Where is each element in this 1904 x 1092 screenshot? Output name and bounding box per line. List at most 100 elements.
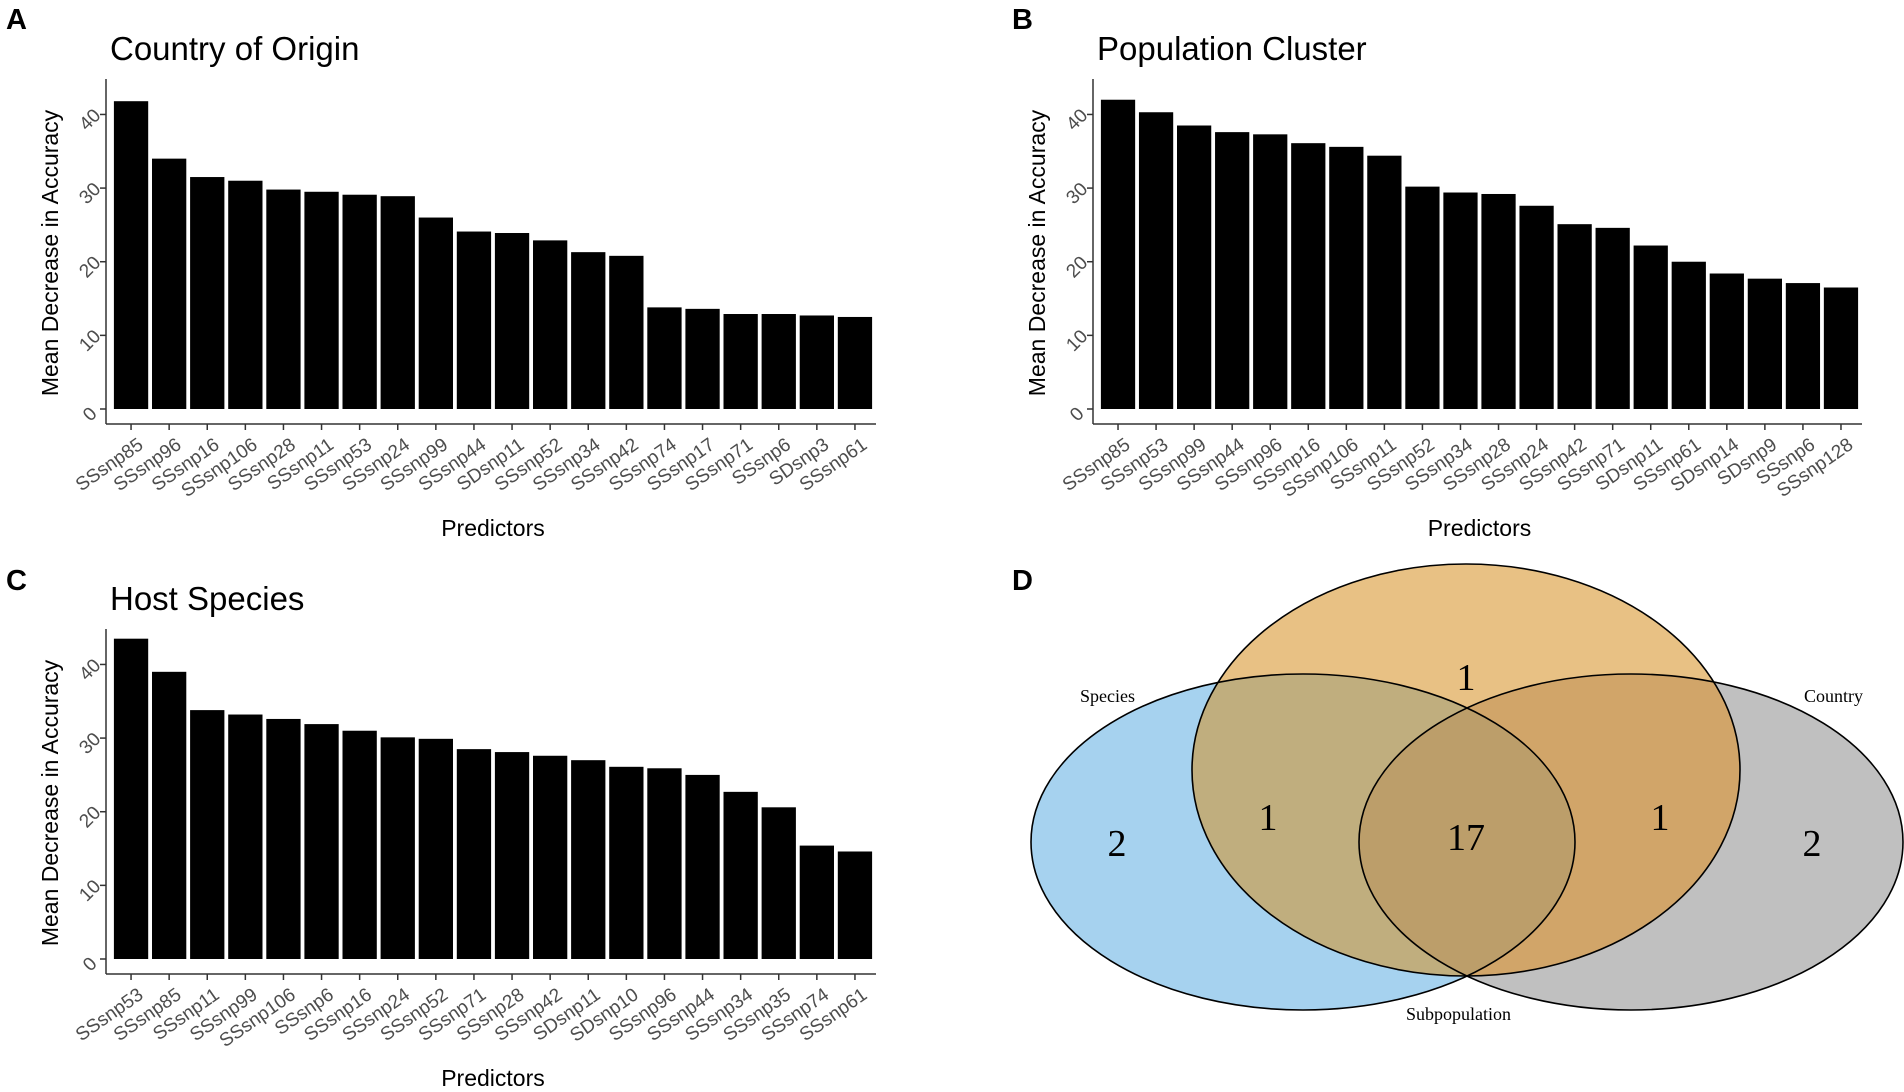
y-tick-label: 40 — [75, 105, 105, 135]
x-axis-title: Predictors — [441, 515, 545, 541]
bar — [1405, 186, 1440, 409]
panel-label-d: D — [1012, 565, 1033, 597]
bar — [761, 807, 796, 959]
bar — [1100, 99, 1136, 410]
bar — [647, 768, 682, 959]
chart-title: Host Species — [110, 580, 304, 617]
venn-label-species: Species — [1080, 686, 1135, 706]
panel-label-a: A — [6, 4, 27, 36]
bar — [761, 314, 796, 409]
bar — [799, 845, 834, 959]
bar — [1785, 283, 1821, 409]
y-tick-label: 40 — [75, 655, 105, 685]
bar — [837, 851, 873, 959]
bar — [1519, 205, 1554, 409]
y-axis-title: Mean Decrease in Accuracy — [1024, 109, 1050, 396]
bar — [456, 749, 492, 959]
bar — [456, 231, 492, 409]
bar — [1823, 287, 1859, 409]
bar — [533, 755, 568, 959]
y-axis-title: Mean Decrease in Accuracy — [37, 109, 63, 396]
bar — [1747, 278, 1782, 409]
bar — [1215, 132, 1250, 410]
bar — [723, 791, 758, 959]
bar — [1291, 143, 1326, 409]
x-axis-title: Predictors — [441, 1065, 545, 1091]
bar — [1481, 193, 1516, 409]
y-tick-label: 0 — [79, 403, 101, 425]
bar — [1253, 134, 1288, 409]
bar — [152, 158, 187, 409]
bar — [609, 766, 644, 959]
venn-count-species-subpopulation: 1 — [1259, 797, 1278, 839]
bar — [1367, 155, 1402, 409]
y-axis-title: Mean Decrease in Accuracy — [37, 659, 63, 946]
bar — [685, 308, 720, 409]
y-tick-label: 20 — [1062, 252, 1092, 282]
bar — [1177, 125, 1212, 409]
bar — [533, 240, 568, 409]
bar — [609, 255, 644, 409]
bar — [380, 196, 415, 409]
bar — [304, 191, 339, 409]
bar — [1633, 245, 1668, 409]
bar — [342, 730, 377, 959]
y-tick-label: 30 — [75, 729, 105, 759]
bar — [266, 189, 301, 409]
bar — [113, 638, 149, 959]
y-tick-label: 10 — [1062, 326, 1092, 356]
bar — [1557, 224, 1592, 409]
bar — [380, 737, 415, 959]
bar — [571, 252, 606, 409]
bar — [799, 315, 834, 409]
bar-chart-host-species: Host Species010203040SSsnp53SSsnp85SSsnp… — [37, 580, 876, 1091]
bar — [1595, 227, 1630, 409]
y-tick-label: 0 — [1066, 403, 1088, 425]
bar-chart-country-of-origin: Country of Origin010203040SSsnp85SSsnp96… — [37, 30, 876, 541]
panel-label-c: C — [6, 565, 27, 597]
venn-label-subpopulation: Subpopulation — [1406, 1004, 1511, 1024]
bar — [190, 177, 225, 409]
y-tick-label: 20 — [75, 252, 105, 282]
venn-count-all-three: 17 — [1447, 817, 1485, 859]
chart-title: Country of Origin — [110, 30, 359, 67]
y-tick-label: 0 — [79, 953, 101, 975]
bar — [494, 233, 530, 409]
venn-count-country-only: 2 — [1803, 823, 1822, 865]
bar — [494, 752, 530, 959]
venn-label-country: Country — [1804, 686, 1863, 706]
venn-country-outline — [1358, 673, 1904, 1011]
y-tick-label: 30 — [1062, 179, 1092, 209]
bar — [113, 101, 149, 409]
bar — [1709, 273, 1744, 409]
bar — [152, 671, 187, 959]
venn-diagram: Species Country Subpopulation 1 2 1 17 1… — [1030, 563, 1904, 1024]
y-tick-label: 40 — [1062, 105, 1092, 135]
venn-subpopulation-outline — [1191, 563, 1741, 977]
venn-all-overlap — [1359, 674, 1575, 976]
bar — [1443, 192, 1478, 409]
y-tick-label: 10 — [75, 326, 105, 356]
venn-count-species-only: 2 — [1108, 823, 1127, 865]
bar — [342, 194, 377, 409]
bar — [190, 710, 225, 959]
y-tick-label: 30 — [75, 179, 105, 209]
bar — [1138, 112, 1174, 409]
bar — [571, 760, 606, 959]
y-tick-label: 10 — [75, 876, 105, 906]
bar — [418, 738, 453, 959]
bar — [266, 718, 301, 959]
bar — [1671, 261, 1706, 409]
bar-chart-population-cluster: Population Cluster010203040SSsnp85SSsnp5… — [1024, 30, 1862, 541]
bar — [647, 307, 682, 409]
bar — [1329, 146, 1364, 409]
bar — [837, 316, 873, 409]
bar — [228, 714, 263, 959]
venn-species-outline — [1030, 673, 1576, 1011]
bar — [304, 724, 339, 959]
bar — [418, 217, 453, 409]
venn-count-subpopulation-only: 1 — [1457, 657, 1476, 699]
venn-count-subpopulation-country: 1 — [1651, 797, 1670, 839]
y-tick-label: 20 — [75, 802, 105, 832]
